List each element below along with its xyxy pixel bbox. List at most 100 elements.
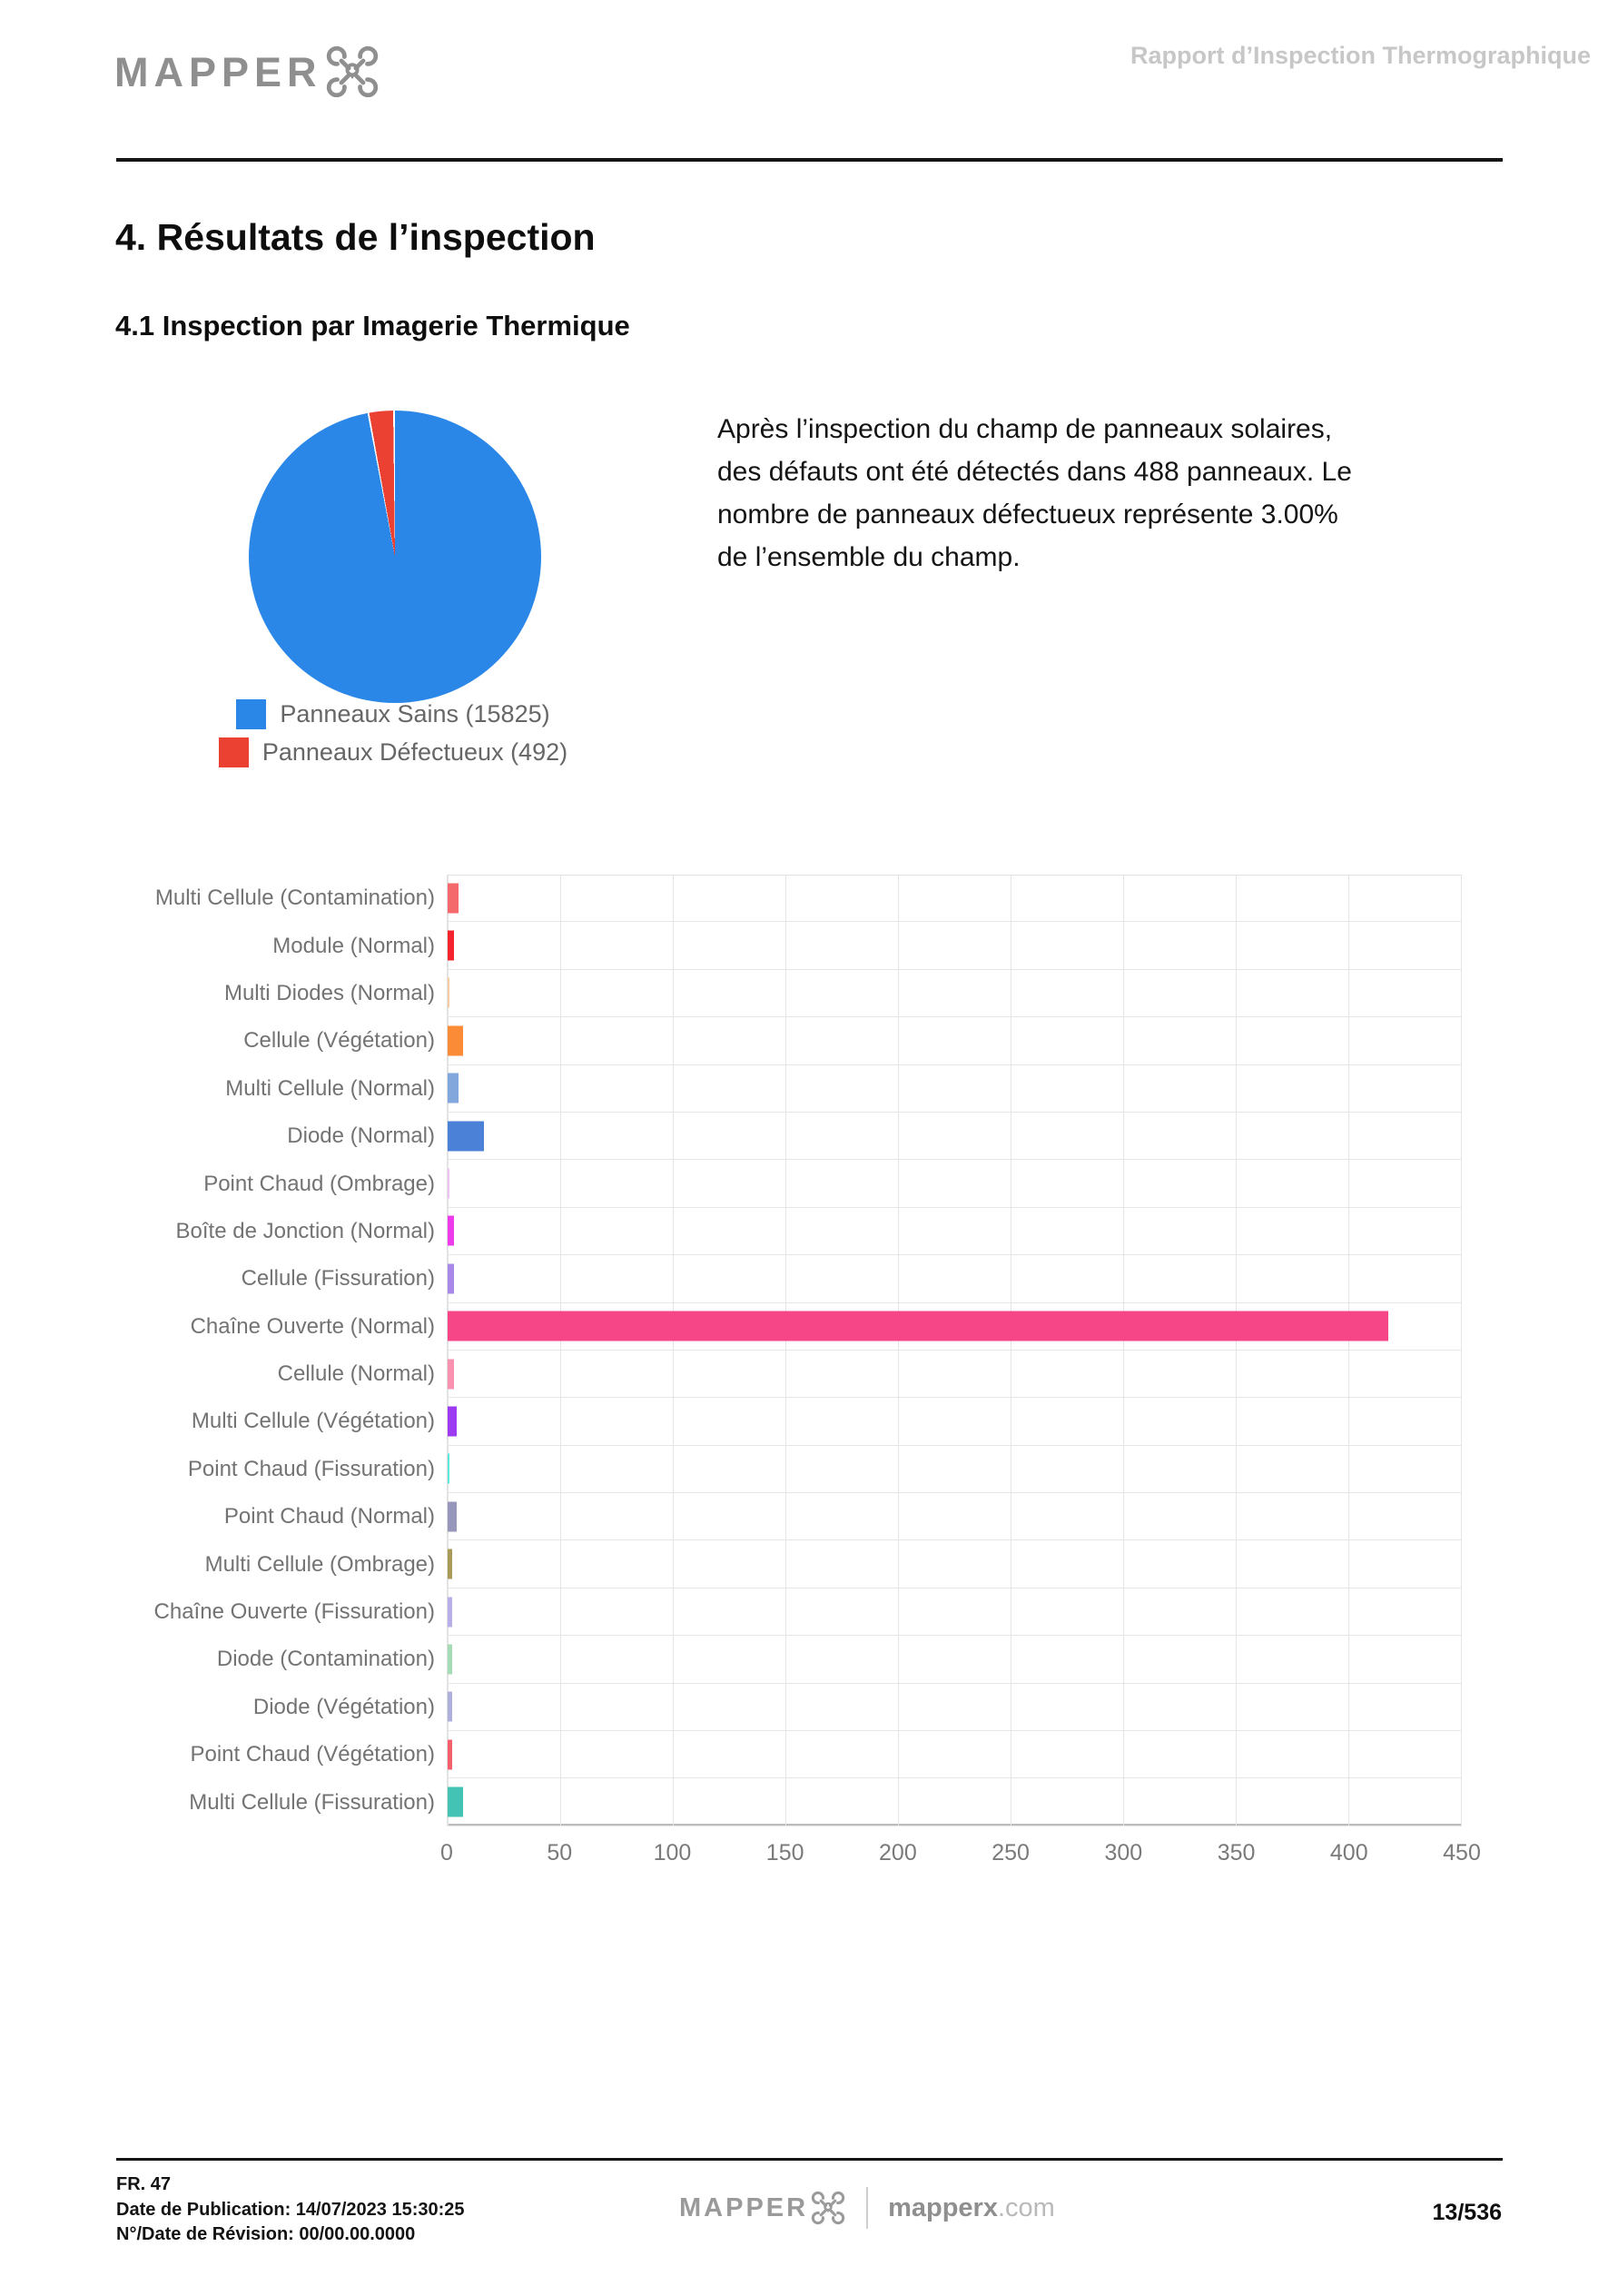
bar-row: Multi Cellule (Contamination) [116, 875, 1462, 923]
bar-track [447, 1778, 1462, 1826]
bar [448, 1121, 484, 1152]
bar-row: Cellule (Normal) [116, 1351, 1462, 1399]
bar-category-label: Multi Cellule (Contamination) [154, 886, 435, 911]
bar-row: Diode (Végétation) [116, 1684, 1462, 1732]
gridline [448, 876, 449, 1826]
bar-category-label: Diode (Contamination) [216, 1647, 435, 1672]
x-axis-tick-label: 400 [1329, 1840, 1368, 1866]
legend-swatch [218, 737, 249, 767]
bar [448, 1786, 464, 1817]
bar-category-label: Multi Diodes (Normal) [223, 980, 435, 1005]
x-axis-tick-label: 250 [992, 1840, 1030, 1866]
bar-category-label: Diode (Végétation) [252, 1694, 435, 1719]
bar-row: Module (Normal) [116, 922, 1462, 970]
x-axis-tick-label: 50 [547, 1840, 573, 1866]
x-axis-line [448, 1824, 1461, 1826]
bar [448, 1549, 452, 1579]
footer-brand-block: MAPPER [679, 2187, 1055, 2229]
footer-website: mapperx.com [888, 2193, 1055, 2223]
bar-track [447, 1113, 1462, 1161]
bar-chart-rows: Multi Cellule (Contamination) Module (Nor… [116, 875, 1462, 1826]
legend-swatch [236, 699, 267, 729]
bar-track [447, 1160, 1462, 1208]
bar-row: Multi Diodes (Normal) [116, 970, 1462, 1018]
bar [448, 1025, 464, 1056]
x-axis-tick-label: 350 [1217, 1840, 1256, 1866]
doc-code: FR. 47 [116, 2174, 172, 2194]
bar-row: Chaîne Ouverte (Fissuration) [116, 1588, 1462, 1637]
gridline [785, 876, 786, 1826]
gridline [673, 876, 674, 1826]
bar-track [447, 1636, 1462, 1684]
summary-paragraph: Après l’inspection du champ de panneaux … [717, 408, 1352, 579]
bar-track [447, 1588, 1462, 1637]
gridline [1123, 876, 1124, 1826]
bar-category-label: Chaîne Ouverte (Normal) [190, 1313, 435, 1339]
pie-legend: Panneaux Sains (15825) Panneaux Défectueu… [121, 699, 666, 767]
bar-category-label: Point Chaud (Végétation) [190, 1742, 435, 1767]
x-axis-ticks: 0 50 100 150 200 250 300 350 400 450 [440, 1840, 1481, 1871]
footer-meta: FR. 47 Date de Publication: 14/07/2023 1… [116, 2172, 465, 2248]
drone-icon [324, 44, 380, 100]
bar-track [447, 1208, 1462, 1256]
bar-row: Cellule (Fissuration) [116, 1255, 1462, 1303]
summary-line: Après l’inspection du champ de panneaux … [717, 414, 1333, 444]
bar-track [447, 1684, 1462, 1732]
bar-row: Diode (Contamination) [116, 1636, 1462, 1684]
bar [448, 1644, 452, 1675]
bar-category-label: Cellule (Fissuration) [241, 1266, 435, 1292]
bar [448, 1073, 459, 1103]
bar-row: Point Chaud (Ombrage) [116, 1160, 1462, 1208]
bar [448, 1406, 457, 1437]
drone-icon-small [810, 2190, 846, 2226]
bar-track [447, 1255, 1462, 1303]
bar-track [447, 1446, 1462, 1494]
bar-track [447, 875, 1462, 923]
bar-category-label: Cellule (Normal) [277, 1361, 435, 1387]
footer-rule [116, 2158, 1503, 2161]
bar-category-label: Point Chaud (Ombrage) [203, 1171, 435, 1196]
footer-brand-logo: MAPPER [679, 2190, 846, 2226]
bar [448, 930, 455, 961]
revision-date: N°/Date de Révision: 00/00.00.0000 [116, 2224, 416, 2244]
bar [448, 1453, 450, 1484]
subsection-heading: 4.1 Inspection par Imagerie Thermique [115, 310, 630, 341]
bar-row: Diode (Normal) [116, 1113, 1462, 1161]
bar-row: Chaîne Ouverte (Normal) [116, 1303, 1462, 1351]
bar-track [447, 1493, 1462, 1541]
bar [448, 1215, 455, 1246]
summary-line: des défauts ont été détectés dans 488 pa… [717, 457, 1352, 487]
x-axis-tick-label: 100 [653, 1840, 692, 1866]
gridline [1236, 876, 1237, 1826]
footer-brand-wordmark: MAPPER [679, 2192, 809, 2222]
bar [448, 1359, 455, 1390]
x-axis-tick-label: 0 [440, 1840, 453, 1866]
bar-category-label: Point Chaud (Normal) [223, 1504, 435, 1529]
bar-row: Point Chaud (Fissuration) [116, 1446, 1462, 1494]
bar-category-label: Multi Cellule (Normal) [225, 1075, 435, 1101]
gridline [1461, 876, 1462, 1826]
brand-wordmark: MAPPER [114, 48, 322, 95]
bar-track [447, 1065, 1462, 1113]
site-name: mapperx [888, 2192, 998, 2222]
publication-date: Date de Publication: 14/07/2023 15:30:25 [116, 2199, 465, 2220]
header-rule [116, 158, 1503, 162]
bar-track [447, 1351, 1462, 1399]
bar-row: Point Chaud (Végétation) [116, 1731, 1462, 1779]
bar [448, 1597, 452, 1628]
bar-category-label: Cellule (Végétation) [243, 1028, 435, 1054]
bar [448, 1263, 455, 1294]
bar [448, 977, 450, 1008]
bar [448, 883, 459, 914]
pie-chart-panels [249, 411, 541, 703]
x-axis-tick-label: 200 [879, 1840, 917, 1866]
bar-track [447, 1731, 1462, 1779]
legend-item: Panneaux Sains (15825) [236, 699, 550, 729]
legend-label: Panneaux Défectueux (492) [261, 738, 568, 766]
gridline [560, 876, 561, 1826]
bar-row: Point Chaud (Normal) [116, 1493, 1462, 1541]
legend-label: Panneaux Sains (15825) [280, 700, 550, 727]
bar [448, 1739, 452, 1770]
bar-category-label: Diode (Normal) [287, 1123, 435, 1149]
bar-row: Multi Cellule (Normal) [116, 1065, 1462, 1113]
